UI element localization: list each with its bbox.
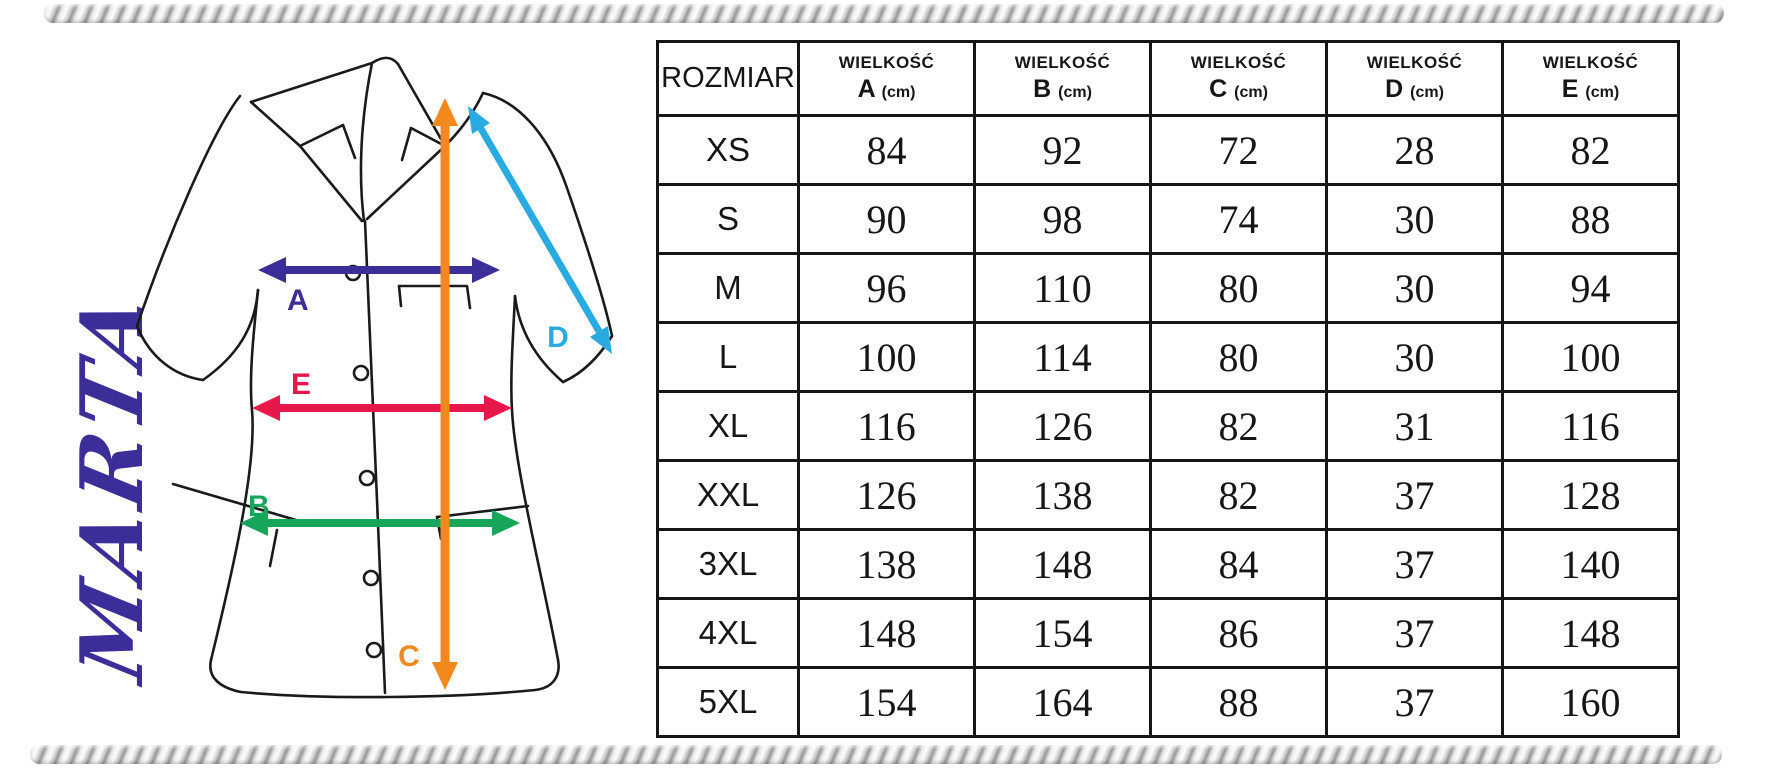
value-cell: 74 bbox=[1149, 183, 1328, 255]
value-cell: 88 bbox=[1501, 183, 1680, 255]
value-cell: 148 bbox=[973, 528, 1152, 600]
value-cell: 138 bbox=[797, 528, 976, 600]
value-cell: 100 bbox=[1501, 321, 1680, 393]
table-row: 3XL 138 148 84 37 140 bbox=[656, 528, 1680, 600]
table-row: 5XL 154 164 88 37 160 bbox=[656, 666, 1680, 738]
dim-column-header: WIELKOŚĆ C (cm) bbox=[1149, 40, 1328, 117]
dim-column-header: WIELKOŚĆ E (cm) bbox=[1501, 40, 1680, 117]
value-cell: 84 bbox=[797, 114, 976, 186]
value-cell: 30 bbox=[1325, 321, 1504, 393]
value-cell: 98 bbox=[973, 183, 1152, 255]
size-column-header: ROZMIAR bbox=[656, 40, 800, 117]
table-row: XS 84 92 72 28 82 bbox=[656, 114, 1680, 186]
size-cell: M bbox=[656, 252, 800, 324]
value-cell: 37 bbox=[1325, 528, 1504, 600]
value-cell: 164 bbox=[973, 666, 1152, 738]
size-cell: S bbox=[656, 183, 800, 255]
value-cell: 154 bbox=[797, 666, 976, 738]
value-cell: 138 bbox=[973, 459, 1152, 531]
value-cell: 128 bbox=[1501, 459, 1680, 531]
garment-outline bbox=[135, 56, 614, 699]
value-cell: 126 bbox=[797, 459, 976, 531]
value-cell: 148 bbox=[797, 597, 976, 669]
value-cell: 116 bbox=[1501, 390, 1680, 462]
size-cell: 3XL bbox=[656, 528, 800, 600]
value-cell: 82 bbox=[1501, 114, 1680, 186]
table-row: 4XL 148 154 86 37 148 bbox=[656, 597, 1680, 669]
table-header-row: ROZMIAR WIELKOŚĆ A (cm) WIELKOŚĆ B (cm) WIEL… bbox=[656, 40, 1680, 117]
measure-label-a: A bbox=[287, 284, 309, 317]
value-cell: 154 bbox=[973, 597, 1152, 669]
value-cell: 110 bbox=[973, 252, 1152, 324]
dim-column-header: WIELKOŚĆ B (cm) bbox=[973, 40, 1152, 117]
table-row: M 96 110 80 30 94 bbox=[656, 252, 1680, 324]
value-cell: 82 bbox=[1149, 459, 1328, 531]
value-cell: 90 bbox=[797, 183, 976, 255]
value-cell: 37 bbox=[1325, 597, 1504, 669]
value-cell: 94 bbox=[1501, 252, 1680, 324]
rope-border-top bbox=[44, 4, 1724, 23]
measure-label-d: D bbox=[547, 321, 569, 354]
value-cell: 160 bbox=[1501, 666, 1680, 738]
dim-column-header: WIELKOŚĆ A (cm) bbox=[797, 40, 976, 117]
measure-arrow-d: D bbox=[468, 106, 612, 354]
measure-label-c: C bbox=[398, 640, 420, 673]
value-cell: 82 bbox=[1149, 390, 1328, 462]
size-cell: 5XL bbox=[656, 666, 800, 738]
measure-label-b: B bbox=[248, 490, 270, 523]
value-cell: 37 bbox=[1325, 666, 1504, 738]
value-cell: 86 bbox=[1149, 597, 1328, 669]
value-cell: 31 bbox=[1325, 390, 1504, 462]
measure-arrow-e: E bbox=[252, 368, 512, 421]
value-cell: 126 bbox=[973, 390, 1152, 462]
size-table: ROZMIAR WIELKOŚĆ A (cm) WIELKOŚĆ B (cm) WIEL… bbox=[656, 40, 1680, 738]
rope-border-bottom bbox=[30, 745, 1722, 764]
value-cell: 30 bbox=[1325, 252, 1504, 324]
value-cell: 116 bbox=[797, 390, 976, 462]
dim-column-header: WIELKOŚĆ D (cm) bbox=[1325, 40, 1504, 117]
table-row: XXL 126 138 82 37 128 bbox=[656, 459, 1680, 531]
measure-arrow-b: B bbox=[240, 490, 520, 536]
value-cell: 96 bbox=[797, 252, 976, 324]
table-row: XL 116 126 82 31 116 bbox=[656, 390, 1680, 462]
measure-arrow-c: C bbox=[398, 98, 458, 690]
value-cell: 80 bbox=[1149, 252, 1328, 324]
value-cell: 88 bbox=[1149, 666, 1328, 738]
size-cell: L bbox=[656, 321, 800, 393]
value-cell: 140 bbox=[1501, 528, 1680, 600]
size-cell: XL bbox=[656, 390, 800, 462]
value-cell: 148 bbox=[1501, 597, 1680, 669]
value-cell: 92 bbox=[973, 114, 1152, 186]
measure-label-e: E bbox=[291, 368, 311, 401]
value-cell: 114 bbox=[973, 321, 1152, 393]
size-cell: XXL bbox=[656, 459, 800, 531]
value-cell: 100 bbox=[797, 321, 976, 393]
table-row: L 100 114 80 30 100 bbox=[656, 321, 1680, 393]
table-row: S 90 98 74 30 88 bbox=[656, 183, 1680, 255]
size-cell: XS bbox=[656, 114, 800, 186]
value-cell: 72 bbox=[1149, 114, 1328, 186]
value-cell: 28 bbox=[1325, 114, 1504, 186]
size-cell: 4XL bbox=[656, 597, 800, 669]
value-cell: 80 bbox=[1149, 321, 1328, 393]
garment-diagram: A E B C D bbox=[135, 56, 614, 699]
value-cell: 37 bbox=[1325, 459, 1504, 531]
value-cell: 84 bbox=[1149, 528, 1328, 600]
value-cell: 30 bbox=[1325, 183, 1504, 255]
